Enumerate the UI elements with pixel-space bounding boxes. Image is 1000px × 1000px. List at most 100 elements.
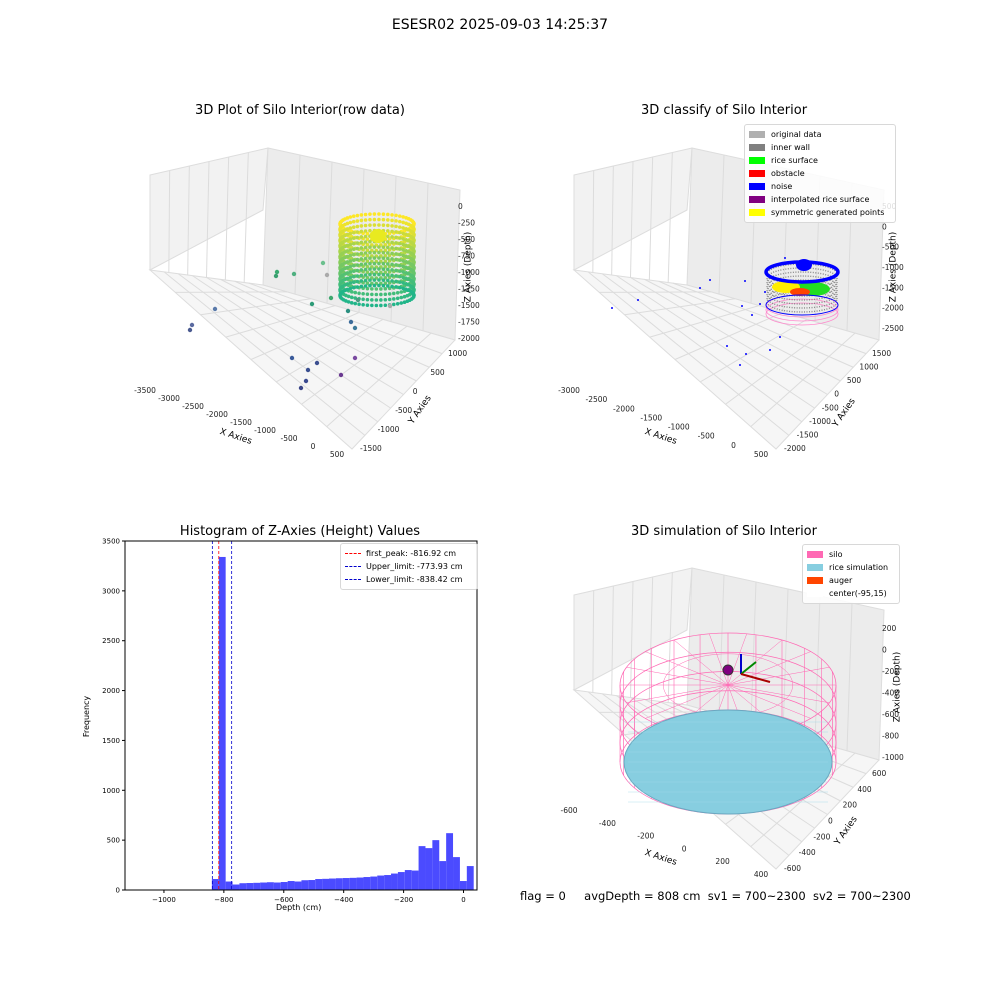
y-tick-label: -1000: [378, 425, 400, 434]
data-point: [361, 302, 365, 307]
legend-item: auger: [807, 574, 895, 587]
histogram-bar: [342, 878, 350, 890]
y-tick-label: 1000: [448, 349, 467, 358]
grid-line: [248, 282, 443, 355]
histogram-bar: [411, 870, 419, 890]
data-point: [390, 251, 394, 256]
histogram-vlines: [211, 541, 233, 890]
legend-line: [345, 553, 361, 554]
data-point: [357, 291, 361, 296]
data-point: [328, 295, 334, 301]
data-point: [187, 327, 193, 333]
data-point: [349, 301, 354, 305]
data-point: [386, 223, 390, 228]
data-point: [368, 245, 372, 249]
data-point: [397, 258, 402, 262]
panel2-title: 3D classify of Silo Interior: [640, 103, 808, 118]
grid-line: [667, 572, 673, 703]
y-tick-label: -1500: [797, 430, 819, 439]
histogram-bar: [439, 861, 447, 890]
z-tick-label: -750: [458, 252, 475, 261]
legend-item: original data: [749, 128, 891, 141]
data-point: [345, 254, 350, 259]
y-tick-label: -600: [784, 864, 801, 873]
y-arrow: [740, 661, 757, 675]
grid-line: [592, 590, 595, 693]
histogram-bar: [418, 846, 426, 890]
data-point: [379, 292, 383, 297]
x-tick-label: -1500: [230, 418, 252, 427]
data-point: [345, 260, 350, 264]
legend-label: Upper_limit: -773.93 cm: [366, 562, 463, 571]
grid-line: [301, 325, 408, 405]
data-point: [394, 213, 398, 218]
noise-point: [769, 349, 771, 351]
data-point: [355, 230, 360, 234]
x-tick-label: 0: [461, 896, 465, 904]
legend-item: Upper_limit: -773.93 cm: [345, 560, 473, 573]
legend-label: obstacle: [771, 169, 805, 178]
y-tick-label: 1500: [872, 349, 891, 358]
data-point: [345, 243, 350, 248]
z-tick-label: -500: [882, 243, 899, 252]
data-point: [405, 293, 410, 298]
z-tick-label: -1000: [882, 263, 904, 272]
obstacle: [790, 288, 810, 296]
data-point: [379, 298, 383, 302]
data-point: [355, 263, 360, 267]
grid-line: [206, 161, 210, 278]
data-point: [401, 286, 405, 291]
data-point: [386, 273, 390, 277]
grid-line: [846, 602, 853, 751]
data-point: [401, 248, 405, 252]
data-point: [386, 234, 390, 239]
z-tick-label: -250: [458, 219, 475, 228]
data-point: [386, 218, 390, 222]
grid-line: [243, 152, 249, 283]
y-tick-label: 3000: [102, 587, 120, 595]
panel4-ticks: -600-400-2000200400-600-400-200020040060…: [560, 624, 904, 879]
noise-point: [745, 353, 747, 355]
y-tick-label: 1000: [859, 363, 878, 372]
x-tick-label: -1000: [254, 426, 276, 435]
noise-point: [726, 345, 728, 347]
grid-line: [630, 581, 634, 698]
data-point: [394, 285, 398, 289]
data-point: [395, 290, 400, 295]
data-point: [345, 227, 350, 231]
data-point: [370, 287, 374, 291]
data-point: [394, 246, 398, 251]
data-point: [345, 238, 350, 242]
x-tick-label: -2000: [206, 410, 228, 419]
data-point: [394, 279, 398, 284]
data-point: [381, 267, 386, 271]
grid-line: [187, 165, 190, 276]
data-point: [386, 240, 390, 244]
data-point: [383, 248, 388, 253]
data-point: [412, 249, 416, 253]
histogram-bar: [273, 882, 281, 890]
data-point: [394, 241, 398, 245]
inner-wall-ring: [766, 287, 838, 309]
histogram-bar: [370, 876, 378, 890]
silo-spoke: [645, 651, 729, 686]
data-point: [381, 217, 386, 222]
data-point: [348, 259, 353, 263]
rice-simulation-surface: [623, 709, 833, 815]
data-point: [401, 264, 405, 269]
data-point: [365, 231, 370, 236]
data-point: [401, 237, 405, 241]
z-tick-label: -200: [882, 667, 899, 676]
data-point: [351, 230, 356, 235]
histogram-bar: [253, 882, 261, 890]
data-point: [351, 219, 356, 224]
data-point: [381, 223, 386, 227]
data-point: [412, 271, 416, 275]
histogram-xticks: −1000 −800 −600 −400 −200 0: [152, 890, 466, 904]
data-point: [359, 273, 364, 278]
data-point: [387, 275, 392, 280]
data-point: [351, 263, 356, 268]
z-tick-label: 0: [882, 646, 887, 655]
panel1-title: 3D Plot of Silo Interior(row data): [195, 103, 405, 118]
data-point: [348, 275, 353, 280]
